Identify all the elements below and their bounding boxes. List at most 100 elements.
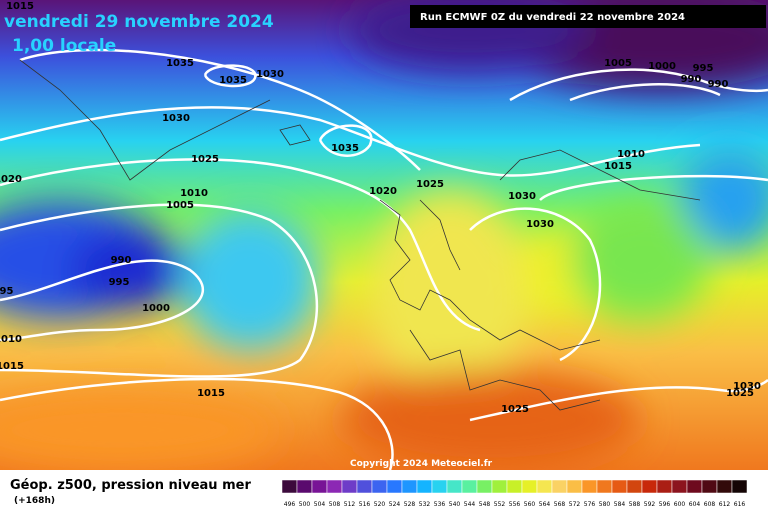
legend-value: 592 xyxy=(644,501,656,508)
legend-swatch xyxy=(431,479,448,494)
isobar-label: 1025 xyxy=(501,404,529,415)
isobar-label: 995 xyxy=(693,63,714,74)
legend-value: 540 xyxy=(449,501,461,508)
isobar-label: 1000 xyxy=(142,303,170,314)
isobar-label: 1030 xyxy=(256,69,284,80)
legend-swatch xyxy=(326,479,343,494)
isobar-label: 1005 xyxy=(604,58,632,69)
run-box xyxy=(410,5,766,28)
lead-time: (+168h) xyxy=(14,496,55,506)
isobar-label: 1030 xyxy=(162,113,190,124)
legend-swatch xyxy=(446,479,463,494)
footer xyxy=(0,470,768,518)
legend-swatch xyxy=(476,479,493,494)
isobar-label: 1030 xyxy=(733,381,761,392)
run-label: Run ECMWF 0Z du vendredi 22 novembre 202… xyxy=(420,12,685,23)
legend-value: 508 xyxy=(329,501,341,508)
legend-value: 588 xyxy=(629,501,641,508)
field xyxy=(0,0,768,470)
legend-value: 512 xyxy=(344,501,356,508)
legend-swatch xyxy=(671,479,688,494)
isobar-label: 995 xyxy=(0,286,13,297)
isobars xyxy=(0,48,768,471)
isobar-label: 990 xyxy=(111,255,132,266)
legend-swatch xyxy=(716,479,733,494)
isobar-label: 1000 xyxy=(648,61,676,72)
legend-value: 544 xyxy=(464,501,476,508)
valid-date: vendredi 29 novembre 2024 xyxy=(4,12,274,32)
legend-value: 604 xyxy=(689,501,701,508)
isobar-label: 1030 xyxy=(526,219,554,230)
legend-value: 572 xyxy=(569,501,581,508)
legend-value: 552 xyxy=(494,501,506,508)
legend-value: 584 xyxy=(614,501,626,508)
isobar-label: 990 xyxy=(681,74,702,85)
legend-swatch xyxy=(386,479,403,494)
copyright: Copyright 2024 Meteociel.fr xyxy=(350,459,493,469)
legend-swatch xyxy=(311,479,328,494)
isobar-label: 1035 xyxy=(331,143,359,154)
legend-swatch xyxy=(371,479,388,494)
isobar-label: 1020 xyxy=(0,174,22,185)
isobar-label: 990 xyxy=(708,79,729,90)
isobar-label: 1025 xyxy=(726,388,754,399)
coastlines xyxy=(19,59,701,411)
legend-value: 596 xyxy=(659,501,671,508)
legend-swatch xyxy=(536,479,553,494)
footer-title: Géop. z500, pression niveau mer xyxy=(10,478,251,493)
legend-value: 532 xyxy=(419,501,431,508)
legend-swatch xyxy=(281,479,298,494)
legend-value: 536 xyxy=(434,501,446,508)
legend-swatch xyxy=(401,479,418,494)
legend-swatch xyxy=(731,479,748,494)
legend-swatch xyxy=(356,479,373,494)
isobar-label: 1005 xyxy=(166,200,194,211)
legend-value: 616 xyxy=(734,501,746,508)
isobar-label: 1010 xyxy=(0,334,22,345)
legend-value: 516 xyxy=(359,501,371,508)
legend-value: 548 xyxy=(479,501,491,508)
legend-swatch xyxy=(551,479,568,494)
isobar-label: 1015 xyxy=(197,388,225,399)
legend-swatch xyxy=(566,479,583,494)
legend-swatch xyxy=(341,479,358,494)
legend-value: 560 xyxy=(524,501,536,508)
isobar-label: 1015 xyxy=(604,161,632,172)
legend-swatch xyxy=(656,479,673,494)
legend-swatch xyxy=(506,479,523,494)
legend-swatch xyxy=(686,479,703,494)
isobar-label: 1015 xyxy=(0,361,24,372)
legend-value: 600 xyxy=(674,501,686,508)
legend-swatch xyxy=(626,479,643,494)
isobar-label: 1010 xyxy=(617,149,645,160)
legend-value: 580 xyxy=(599,501,611,508)
legend-value: 568 xyxy=(554,501,566,508)
legend-swatch xyxy=(491,479,508,494)
isobar-label: 1010 xyxy=(180,188,208,199)
legend-value: 504 xyxy=(314,501,326,508)
legend-swatch xyxy=(641,479,658,494)
legend-swatch xyxy=(701,479,718,494)
legend-value: 528 xyxy=(404,501,416,508)
legend-swatch xyxy=(521,479,538,494)
legend-value: 500 xyxy=(299,501,311,508)
isobar-label: 1030 xyxy=(508,191,536,202)
legend-value: 608 xyxy=(704,501,716,508)
isobar-label: 1035 xyxy=(166,58,194,69)
legend-swatch xyxy=(611,479,628,494)
isobar-label: 995 xyxy=(109,277,130,288)
legend-swatch xyxy=(416,479,433,494)
legend-value: 496 xyxy=(284,501,296,508)
legend-swatch xyxy=(581,479,598,494)
isobar-label: 1015 xyxy=(6,1,34,12)
isobar-label: 1020 xyxy=(369,186,397,197)
legend-value: 524 xyxy=(389,501,401,508)
legend-value: 556 xyxy=(509,501,521,508)
legend-value: 520 xyxy=(374,501,386,508)
legend-value: 564 xyxy=(539,501,551,508)
legend-swatch xyxy=(296,479,313,494)
isobar-label: 1025 xyxy=(191,154,219,165)
legend-swatch xyxy=(461,479,478,494)
